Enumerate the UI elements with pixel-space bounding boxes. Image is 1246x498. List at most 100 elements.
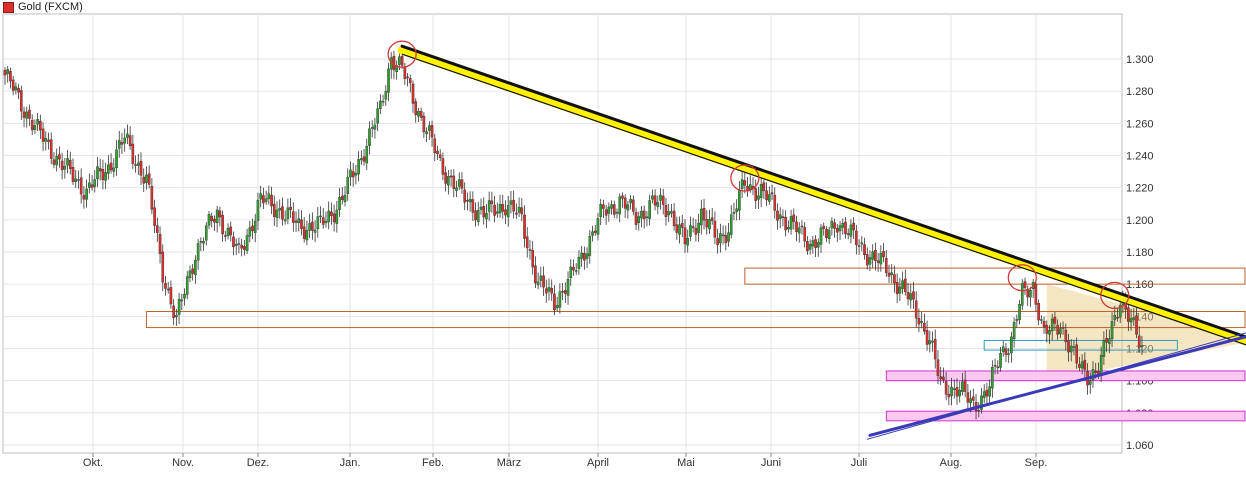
- x-tick-label: Sep.: [1025, 457, 1048, 469]
- candle-down: [833, 222, 836, 229]
- candle-down: [281, 206, 284, 220]
- candle-down: [947, 393, 951, 398]
- candle-up: [33, 125, 37, 130]
- candle-down: [1137, 335, 1141, 348]
- candle-up: [455, 187, 458, 191]
- candle-up: [308, 223, 311, 231]
- candle-up: [496, 211, 499, 214]
- x-tick-label: Dez.: [247, 457, 270, 469]
- candle-up: [952, 388, 956, 390]
- candle-down: [623, 197, 627, 209]
- candle-down: [156, 225, 159, 233]
- candle-up: [93, 179, 97, 187]
- candle-up: [841, 223, 845, 228]
- candle-up: [498, 204, 502, 214]
- candle-down: [721, 234, 725, 237]
- candle-down: [694, 227, 698, 235]
- candle-down: [340, 195, 344, 201]
- candle-up: [395, 65, 398, 73]
- candle-up: [700, 208, 703, 226]
- candle-down: [564, 290, 567, 294]
- candle-down: [887, 272, 891, 277]
- candle-down: [762, 182, 766, 192]
- candle-down: [60, 160, 64, 171]
- candle-up: [115, 149, 118, 169]
- candle-down: [294, 220, 298, 223]
- candle-up: [1080, 361, 1084, 369]
- candle-down: [142, 176, 146, 184]
- y-tick-label: 1.220: [1126, 183, 1154, 195]
- candle-up: [275, 209, 279, 218]
- candle-down: [531, 250, 534, 268]
- candle-down: [270, 194, 273, 207]
- candle-up: [204, 225, 208, 241]
- candle-up: [96, 166, 99, 180]
- candle-up: [237, 243, 241, 245]
- candle-up: [909, 293, 913, 301]
- candle-up: [506, 205, 510, 218]
- candle-down: [166, 288, 170, 291]
- candle-up: [928, 340, 932, 345]
- candle-down: [906, 291, 910, 300]
- candle-up: [1059, 328, 1062, 335]
- candle-down: [770, 192, 774, 195]
- candle-up: [686, 238, 690, 246]
- y-tick-label: 1.140: [1126, 311, 1154, 323]
- candle-down: [884, 257, 888, 273]
- candle-down: [436, 150, 439, 155]
- candle-down: [1067, 340, 1070, 353]
- candle-down: [191, 268, 194, 274]
- candle-down: [39, 121, 42, 131]
- candle-down: [109, 162, 113, 171]
- candle-up: [547, 287, 551, 292]
- candle-up: [398, 56, 401, 65]
- candle-down: [419, 111, 423, 118]
- trendline-resistance-edge: [401, 53, 1246, 346]
- candle-down: [621, 195, 624, 199]
- candle-up: [637, 216, 641, 223]
- candle-up: [425, 131, 428, 135]
- candle-up: [830, 220, 834, 229]
- candle-down: [71, 167, 75, 182]
- candle-down: [131, 143, 135, 164]
- candle-up: [1010, 336, 1013, 354]
- candle-up: [417, 111, 420, 117]
- candle-up: [245, 235, 249, 251]
- candle-down: [1037, 303, 1040, 321]
- candle-down: [912, 291, 915, 300]
- candle-up: [194, 259, 197, 276]
- candle-down: [22, 111, 26, 118]
- candle-down: [632, 199, 635, 212]
- candle-up: [509, 200, 513, 205]
- candle-down: [128, 135, 132, 147]
- candle-down: [400, 55, 404, 66]
- candle-up: [66, 158, 69, 166]
- candle-up: [629, 198, 632, 204]
- candle-down: [164, 283, 167, 289]
- candle-down: [411, 83, 415, 104]
- candle-down: [504, 209, 507, 216]
- candle-up: [689, 225, 692, 237]
- candle-up: [175, 315, 178, 318]
- candle-up: [789, 216, 793, 230]
- candle-down: [330, 211, 333, 216]
- candle-up: [346, 176, 350, 194]
- candle-up: [313, 229, 317, 233]
- candle-up: [74, 178, 78, 182]
- candle-up: [207, 214, 211, 226]
- pivot-circle: [387, 40, 417, 68]
- candle-down: [41, 128, 45, 142]
- x-tick-label: Jan.: [340, 457, 361, 469]
- candle-down: [351, 171, 355, 178]
- y-tick-label: 1.160: [1126, 279, 1154, 291]
- candle-down: [773, 194, 777, 211]
- candle-up: [487, 200, 491, 212]
- candle-up: [1113, 315, 1117, 321]
- candle-down: [544, 288, 548, 294]
- candle-up: [577, 257, 581, 269]
- x-tick-label: Feb.: [422, 457, 444, 469]
- candle-up: [476, 210, 480, 222]
- candle-down: [120, 142, 124, 145]
- candle-up: [370, 127, 374, 129]
